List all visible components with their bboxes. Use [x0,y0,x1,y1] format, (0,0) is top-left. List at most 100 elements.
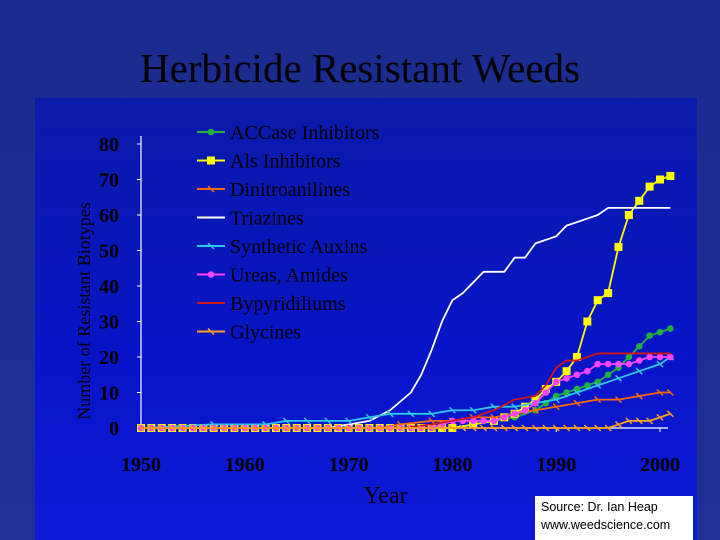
data-point-ureas-amides [615,360,622,368]
page-title: Herbicide Resistant Weeds [140,45,580,91]
data-point-glycines [241,424,249,432]
data-point-dinitroanilines [552,403,560,411]
y-tick-label: 70 [99,170,119,192]
data-point-glycines [448,424,456,432]
data-point-accase-inhibitors [656,328,664,336]
legend-label-accase-inhibitors: ACCase Inhibitors [230,122,380,144]
data-point-dinitroanilines [573,399,581,407]
x-tick-label: 1970 [329,454,369,476]
y-tick-label: 30 [99,312,119,334]
data-point-glycines [303,424,311,432]
data-point-synthetic-auxins [552,396,560,404]
data-point-ureas-amides [573,371,581,379]
data-point-glycines [178,424,187,432]
data-point-synthetic-auxins [324,417,332,425]
legend-label-triazines: Triazines [230,208,304,230]
data-point-glycines [272,424,280,432]
data-point-dinitroanilines [594,396,602,404]
legend-marker-glycines [207,327,215,336]
data-point-glycines [386,424,394,432]
data-point-accase-inhibitors [635,343,643,350]
data-point-als-inhibitors [521,402,530,411]
legend-label-ureas-amides: Ureas, Amides [230,265,348,287]
data-point-dinitroanilines [666,388,674,397]
data-point-als-inhibitors [531,395,540,404]
data-point-dinitroanilines [614,396,623,404]
legend-marker-als-inhibitors [207,156,215,165]
data-point-als-inhibitors [562,367,571,376]
data-point-ureas-amides [667,353,674,361]
data-point-synthetic-auxins [407,410,415,418]
data-point-glycines [251,424,259,432]
data-point-synthetic-auxins [511,403,519,411]
data-point-synthetic-auxins [573,388,581,397]
data-point-accase-inhibitors [667,325,674,332]
data-point-glycines [313,424,321,432]
data-point-ureas-amides [635,357,643,364]
data-point-glycines [407,424,415,432]
series-line-ureas-amides [141,356,671,429]
legend-marker-accase-inhibitors [207,128,215,136]
data-point-dinitroanilines [428,417,436,425]
data-point-ureas-amides [625,360,633,368]
data-point-glycines [428,424,436,432]
data-point-ureas-amides [563,375,570,382]
data-point-ureas-amides [480,417,487,425]
y-tick-label: 40 [99,276,119,298]
x-tick-label: 1950 [121,454,161,476]
data-point-glycines [345,424,353,432]
data-point-synthetic-auxins [282,417,290,425]
x-tick-label: 2000 [640,454,680,476]
legend-label-als-inhibitors: Als Inhibitors [230,151,341,173]
data-point-dinitroanilines [635,392,643,400]
y-tick-label: 20 [99,347,119,369]
series-line-triazines [141,207,671,429]
data-point-glycines [282,424,290,432]
data-point-accase-inhibitors [604,371,612,379]
data-point-glycines [563,424,571,432]
data-point-dinitroanilines [656,388,664,397]
y-tick-label: 80 [99,134,119,156]
data-point-glycines [594,424,602,432]
chart-panel: 0 10 20 30 40 50 60 70 80 1950 1960 1970 1980 1990 200… [35,98,697,540]
data-point-glycines [230,424,238,432]
data-point-glycines [666,410,674,418]
data-point-accase-inhibitors [584,382,591,389]
data-point-glycines [614,420,623,428]
legend-label-bypyridiliums: Bypyridiliums [230,293,346,315]
data-point-ureas-amides [552,378,560,386]
data-point-ureas-amides [501,414,508,421]
data-point-glycines [583,424,591,432]
data-point-glycines [147,424,155,432]
data-point-glycines [480,424,488,432]
data-point-glycines [511,424,519,432]
data-point-synthetic-auxins [345,417,353,425]
data-point-glycines [355,424,363,432]
data-point-synthetic-auxins [448,406,456,414]
data-point-ureas-amides [584,367,591,375]
data-point-synthetic-auxins [594,381,602,389]
data-point-als-inhibitors [624,211,633,219]
data-point-als-inhibitors [593,296,602,305]
data-point-glycines [293,424,301,432]
data-point-glycines [531,424,539,432]
legend-label-glycines: Glycines [230,322,301,344]
data-point-als-inhibitors [541,384,550,393]
data-point-glycines [376,424,384,432]
data-point-ureas-amides [656,353,664,361]
data-point-ureas-amides [542,389,550,396]
legend-marker-synthetic-auxins [207,242,215,250]
data-point-glycines [137,424,145,432]
series-line-bypyridiliums [141,352,671,429]
data-point-glycines [417,424,425,432]
data-point-synthetic-auxins [469,406,477,414]
data-point-als-inhibitors [604,289,613,298]
data-point-als-inhibitors [656,175,664,184]
data-point-synthetic-auxins [303,417,311,425]
line-chart: 0 10 20 30 40 50 60 70 80 1950 1960 1970 1980 1990 200… [74,122,680,509]
data-point-als-inhibitors [635,196,644,205]
data-point-synthetic-auxins [614,374,623,382]
x-axis-label: Year [363,483,407,509]
data-point-glycines [459,424,467,432]
data-point-accase-inhibitors [646,332,653,339]
